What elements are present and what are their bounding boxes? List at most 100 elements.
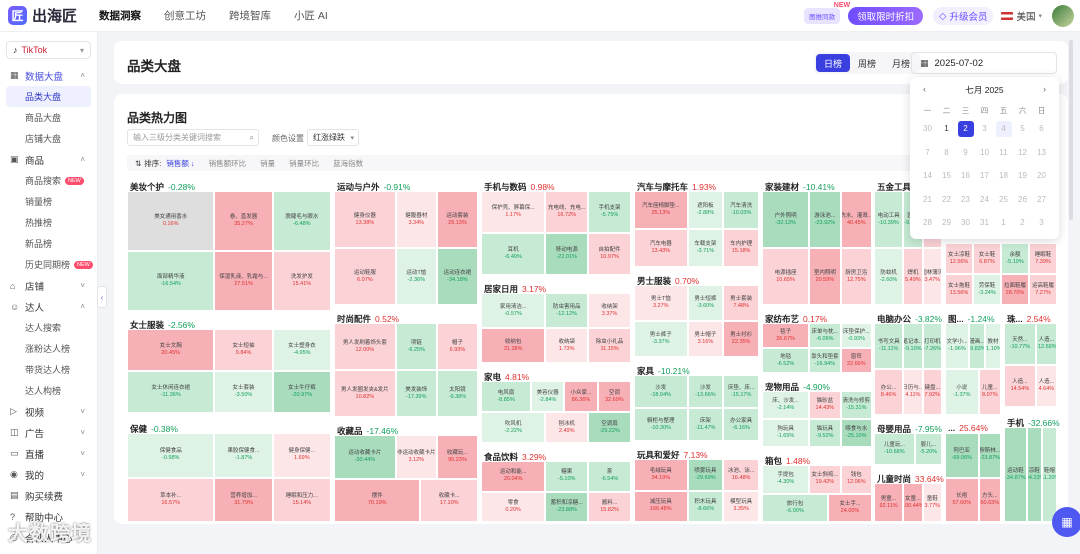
heatmap-cell[interactable]: 车载支架 -3.71% <box>687 229 724 267</box>
heatmap-cell[interactable]: 耳机 -6.49% <box>481 233 546 275</box>
heatmap-cell[interactable]: 女士鞋 6.87% <box>973 243 1001 274</box>
heatmap-cell[interactable]: 汽车清洗 -10.03% <box>723 191 759 229</box>
sidebar-item-creator-build[interactable]: 达人构榜 <box>25 386 62 396</box>
heatmap-cell[interactable]: 狗玩具 -1.65% <box>762 419 810 447</box>
heatmap-category-block[interactable]: 电脑办公 -3.82% 书写文具 -11.11% 笔记本... -9.10% 打印机 -7.2… <box>874 309 942 417</box>
heatmap-cell[interactable]: 冰池、泳... 16.48% <box>723 459 759 491</box>
heatmap-cell[interactable]: 汽车座椅脚垫... 25.13% <box>634 191 688 229</box>
heatmap-cell[interactable]: 厨房卫浴 12.75% <box>840 248 872 305</box>
heatmap-cell[interactable]: 运动和能... 20.04% <box>481 461 546 492</box>
floating-action-button[interactable]: ▦ <box>1052 507 1080 537</box>
heatmap-cell[interactable]: 收藏玩... 90.23% <box>436 435 478 479</box>
platform-selector[interactable]: ♪ TikTok ▾ <box>6 41 91 59</box>
heatmap-category-block[interactable]: 男士服装 0.70% 男士T恤 3.27% 男士短裤 -3.60% 男士套装 7.48% 男士裤… <box>634 271 759 359</box>
heatmap-cell[interactable]: 糖果 -5.10% <box>545 461 589 492</box>
category-search-input[interactable]: 输入三级分类关键词搜索 ⌕ <box>127 129 259 146</box>
heatmap-cell[interactable]: 阿巴亚 -69.06% <box>945 433 979 478</box>
calendar-day[interactable]: 30 <box>918 124 937 133</box>
sidebar-item-hot-rank[interactable]: 热推榜 <box>25 218 53 228</box>
heatmap-cell[interactable]: 毛绒玩具 34.19% <box>634 459 688 491</box>
heatmap-cell[interactable]: 男士套装 7.48% <box>723 285 759 321</box>
sidebar-item-sales-creator-rank[interactable]: 带货达人榜 <box>25 365 71 375</box>
sidebar-item-sales-rank[interactable]: 销量榜 <box>25 197 53 207</box>
calendar-day[interactable]: 7 <box>918 148 937 157</box>
heatmap-cell[interactable]: 女士斜挎... 19.42% <box>809 465 841 494</box>
date-picker-input[interactable]: ▦ 2025-07-02 <box>911 52 1057 74</box>
sidebar-group-help[interactable]: ? 帮助中心 <box>0 506 97 527</box>
heatmap-cell[interactable]: 女士塑身衣 -4.95% <box>272 329 331 371</box>
calendar-day[interactable]: 24 <box>975 195 994 204</box>
nav-data-insight[interactable]: 数据洞察 <box>99 10 142 22</box>
heatmap-cell[interactable]: 喷雾玩具 -29.69% <box>687 459 724 491</box>
heatmap-cell[interactable]: 手机支架 -5.75% <box>588 191 631 233</box>
heatmap-cell[interactable]: 吹风机 -2.22% <box>481 412 546 443</box>
heatmap-cell[interactable]: 太阳镜 -9.38% <box>436 370 478 417</box>
heatmap-category-block[interactable]: 收藏品 -17.46% 运动收藏卡片 -30.44% 非运动收藏卡片 3.12% 收藏玩..… <box>334 421 478 524</box>
heatmap-cell[interactable]: 积木玩具 -8.66% <box>687 490 724 522</box>
calendar-day[interactable]: 31 <box>975 218 994 227</box>
sidebar-group-stores[interactable]: ⌂ 店铺 ˅ <box>0 275 97 296</box>
heatmap-cell[interactable]: 收藏卡... 17.10% <box>420 478 478 522</box>
heatmap-cell[interactable]: 婴儿... -5.20% <box>914 433 942 465</box>
sort-sales-mom[interactable]: 销售额环比 <box>208 158 247 168</box>
heatmap-cell[interactable]: 营养增加... 31.79% <box>214 477 273 522</box>
heatmap-cell[interactable]: 模型玩具 3.35% <box>723 490 759 522</box>
heatmap-category-block[interactable]: 时尚配件 0.52% 男人发刷着饰头套 12.00% 项链 -6.25% 帽子 6.93% 男人… <box>334 309 478 419</box>
calendar-day[interactable]: 5 <box>1013 124 1032 133</box>
heatmap-cell[interactable]: 保健食品 -0.98% <box>127 433 215 478</box>
heatmap-cell[interactable]: 男童... 92.11% <box>874 483 904 522</box>
heatmap-cell[interactable]: 健身保健... 1.69% <box>272 433 331 478</box>
sidebar-item-store-overview[interactable]: 店铺大盘 <box>25 134 62 144</box>
calendar-day[interactable]: 17 <box>975 171 994 180</box>
heatmap-cell[interactable]: 教材 -1.10% <box>985 323 1001 369</box>
heatmap-cell[interactable]: 猫砂盆 14.43% <box>809 391 841 419</box>
page-scrollbar[interactable] <box>1069 40 1073 220</box>
heatmap-cell[interactable]: 沙发 -13.66% <box>687 375 724 408</box>
color-scheme-select[interactable]: 红涨绿跌 ▾ <box>307 129 359 146</box>
heatmap-cell[interactable]: 猫玩具 -9.52% <box>809 419 841 447</box>
sidebar-item-new-rank[interactable]: 新品榜 <box>25 239 53 249</box>
heatmap-cell[interactable]: 键盘... 7.92% <box>922 369 942 415</box>
heatmap-cell[interactable]: 空调 32.69% <box>597 381 631 412</box>
heatmap-cell[interactable]: 酱料... 15.82% <box>588 491 631 522</box>
heatmap-cell[interactable]: 草本补... 16.57% <box>127 477 215 522</box>
calendar-day[interactable]: 12 <box>1013 148 1032 157</box>
heatmap-cell[interactable]: 睡眠和压力... 15.14% <box>272 477 331 522</box>
heatmap-category-block[interactable]: 手机-32.66%运动鞋-34.87%凉鞋-54.23%鞋帽-11.20% <box>1004 413 1060 524</box>
heatmap-category-block[interactable]: 家纺布艺 0.17% 毯子 26.67% 床单与枕... -6.06% 床垫保护... -0.… <box>762 309 872 375</box>
calendar-day[interactable]: 6 <box>1032 124 1051 133</box>
heatmap-cell[interactable]: 健身仪器 13.38% <box>334 191 396 248</box>
heatmap-cell[interactable]: 防蚊机 -2.60% <box>874 248 904 305</box>
heatmap-cell[interactable]: 床单与枕... -6.06% <box>809 323 841 348</box>
image-search-promo[interactable]: 图推同款 NEW <box>804 2 850 24</box>
heatmap-cell[interactable]: 劳保鞋 -3.24% <box>973 274 1001 305</box>
tab-weekly[interactable]: 周榜 <box>858 58 877 69</box>
heatmap-cell[interactable]: 女士短袖 9.84% <box>214 329 273 371</box>
chevron-right-icon[interactable]: › <box>1043 84 1046 94</box>
heatmap-cell[interactable]: 男士T恤 3.27% <box>634 285 688 321</box>
sidebar-group-ads[interactable]: ◫ 广告 ˅ <box>0 422 97 443</box>
heatmap-cell[interactable]: 防虫害用品 -12.12% <box>545 293 589 328</box>
sidebar-item-history-rank[interactable]: 历史同期榜 NEW <box>0 254 97 275</box>
avatar[interactable] <box>1052 5 1074 27</box>
heatmap-cell[interactable]: 小众家... 86.36% <box>564 381 598 412</box>
heatmap-cell[interactable]: 拉面鞋履 28.70% <box>1001 274 1029 305</box>
heatmap-cell[interactable]: 靠头和垫套 -16.94% <box>809 348 841 373</box>
calendar-day[interactable]: 3 <box>1032 218 1051 227</box>
heatmap-category-block[interactable]: ... 25.64% 阿巴亚 -69.06% 穆斯林... -23.87% 长袍 57.60%… <box>945 419 1001 524</box>
calendar-day[interactable]: 22 <box>937 195 956 204</box>
heatmap-category-block[interactable]: 图... -1.24% 文学小... -1.96% 漫画... -9.83% 教材 -1.10… <box>945 309 1001 417</box>
heatmap-cell[interactable]: 电风扇 -8.85% <box>481 381 531 412</box>
heatmap-cell[interactable]: 凉鞋-54.23% <box>1026 427 1042 522</box>
sidebar-item-creator-search[interactable]: 达人搜索 <box>25 323 62 333</box>
heatmap-cell[interactable]: 穆斯林... -23.87% <box>978 433 1001 478</box>
heatmap-cell[interactable]: 喂食与水 -25.10% <box>840 419 872 447</box>
calendar-day[interactable]: 10 <box>975 148 994 157</box>
heatmap-cell[interactable]: 床、沙发... -2.14% <box>762 391 810 419</box>
region-selector[interactable]: 美国 ▾ <box>1001 9 1042 23</box>
heatmap-category-block[interactable]: 食品饮料 3.29% 运动和能... 20.04% 糖果 -5.10% 茶 -6.54% 零食 0… <box>481 447 631 524</box>
heatmap-cell[interactable]: 清洗与修剪 -15.31% <box>840 391 872 419</box>
heatmap-cell[interactable]: 男人发刷着饰头套 12.00% <box>334 323 396 370</box>
heatmap-cell[interactable]: 人造... 14.54% <box>1004 365 1036 407</box>
